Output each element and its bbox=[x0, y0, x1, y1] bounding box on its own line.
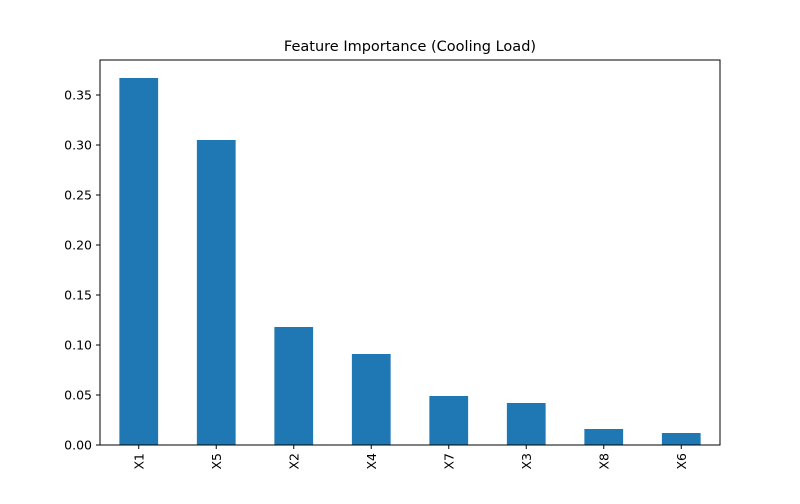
x-tick-label-x5: X5 bbox=[209, 453, 224, 470]
y-tick-label: 0.35 bbox=[64, 88, 92, 103]
bar-x5 bbox=[196, 140, 236, 445]
x-tick-label-x8: X8 bbox=[596, 453, 611, 470]
y-tick-label: 0.25 bbox=[64, 188, 92, 203]
bar-x1 bbox=[119, 78, 159, 445]
x-tick-label-x7: X7 bbox=[441, 453, 456, 470]
bar-x3 bbox=[506, 403, 546, 445]
x-axis: X1 X5 X2 X4 X7 X3 X8 X6 bbox=[131, 445, 689, 470]
x-tick-label-x2: X2 bbox=[286, 453, 301, 470]
y-axis: 0.00 0.05 0.10 0.15 0.20 0.25 0.30 0.35 bbox=[64, 88, 100, 453]
x-tick-label-x1: X1 bbox=[131, 453, 146, 470]
bar-x7 bbox=[429, 396, 469, 445]
bars-layer bbox=[119, 78, 701, 445]
x-tick-label-x4: X4 bbox=[364, 453, 379, 470]
x-tick-label-x6: X6 bbox=[674, 453, 689, 470]
chart-title: Feature Importance (Cooling Load) bbox=[284, 39, 536, 55]
bar-x4 bbox=[351, 354, 391, 445]
y-tick-label: 0.30 bbox=[64, 138, 92, 153]
bar-x6 bbox=[661, 433, 701, 445]
bar-x2 bbox=[274, 327, 314, 445]
y-tick-label: 0.20 bbox=[64, 238, 92, 253]
y-tick-label: 0.10 bbox=[64, 338, 92, 353]
y-tick-label: 0.05 bbox=[64, 388, 92, 403]
y-tick-label: 0.15 bbox=[64, 288, 92, 303]
bar-x8 bbox=[584, 429, 624, 445]
plot-frame bbox=[99, 59, 721, 446]
y-tick-label: 0.00 bbox=[64, 438, 92, 453]
x-tick-label-x3: X3 bbox=[519, 453, 534, 470]
